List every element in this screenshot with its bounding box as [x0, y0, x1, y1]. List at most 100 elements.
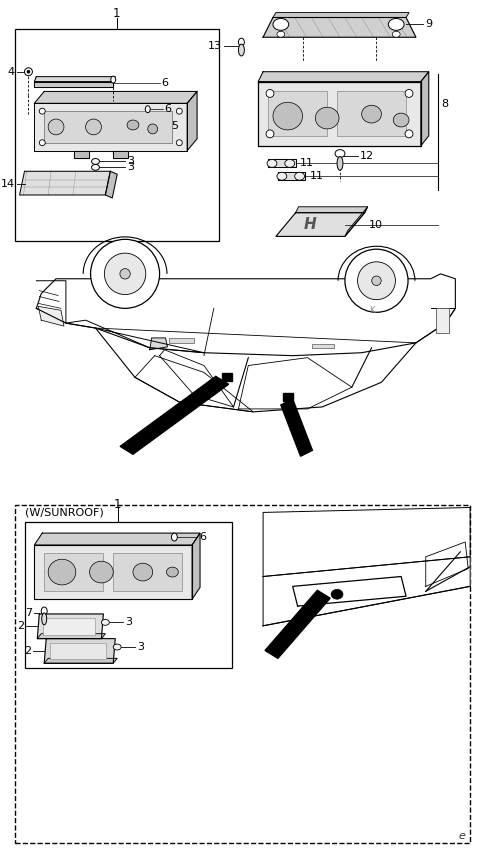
- Bar: [15, 505, 470, 843]
- Ellipse shape: [24, 68, 32, 75]
- Ellipse shape: [405, 89, 413, 97]
- Polygon shape: [20, 171, 110, 195]
- Text: H: H: [304, 217, 317, 232]
- Bar: [312, 344, 334, 348]
- Polygon shape: [35, 103, 187, 151]
- Ellipse shape: [393, 113, 409, 127]
- Ellipse shape: [39, 139, 45, 145]
- Polygon shape: [150, 338, 168, 350]
- Ellipse shape: [113, 644, 121, 650]
- Polygon shape: [263, 557, 470, 626]
- Text: 5: 5: [171, 121, 179, 131]
- Ellipse shape: [337, 157, 343, 171]
- Ellipse shape: [273, 102, 302, 130]
- Text: 6: 6: [199, 532, 206, 542]
- Polygon shape: [276, 213, 365, 236]
- Polygon shape: [268, 159, 296, 167]
- Ellipse shape: [335, 150, 345, 158]
- Bar: [50, 643, 107, 659]
- Polygon shape: [273, 13, 409, 17]
- Ellipse shape: [48, 559, 76, 585]
- Text: 1: 1: [113, 7, 120, 20]
- Ellipse shape: [104, 253, 146, 294]
- Polygon shape: [37, 614, 103, 638]
- Text: 9: 9: [425, 19, 432, 29]
- Bar: [113, 553, 182, 591]
- Text: 6: 6: [165, 104, 171, 114]
- Ellipse shape: [39, 108, 45, 114]
- Polygon shape: [258, 81, 421, 145]
- Ellipse shape: [42, 613, 47, 625]
- Text: 12: 12: [360, 151, 374, 160]
- Ellipse shape: [127, 120, 139, 130]
- Ellipse shape: [92, 165, 99, 171]
- Ellipse shape: [285, 159, 295, 167]
- Ellipse shape: [345, 249, 408, 313]
- Ellipse shape: [372, 276, 381, 286]
- Ellipse shape: [176, 139, 182, 145]
- Ellipse shape: [148, 124, 157, 134]
- Text: 6: 6: [162, 78, 168, 87]
- Ellipse shape: [41, 607, 47, 615]
- Ellipse shape: [91, 239, 159, 308]
- Polygon shape: [278, 172, 305, 180]
- Polygon shape: [258, 72, 429, 81]
- Polygon shape: [35, 77, 115, 81]
- Text: 3: 3: [137, 642, 144, 652]
- Bar: [268, 92, 327, 136]
- Polygon shape: [345, 207, 368, 236]
- Polygon shape: [105, 171, 117, 198]
- Bar: [436, 308, 449, 333]
- Ellipse shape: [85, 119, 101, 135]
- Polygon shape: [263, 17, 416, 37]
- Text: 4: 4: [8, 67, 15, 77]
- Ellipse shape: [266, 89, 274, 97]
- Text: 3: 3: [127, 162, 134, 172]
- Polygon shape: [36, 274, 456, 356]
- Ellipse shape: [171, 533, 177, 541]
- Ellipse shape: [405, 130, 413, 138]
- Polygon shape: [44, 638, 115, 663]
- Polygon shape: [281, 399, 312, 456]
- Ellipse shape: [48, 119, 64, 135]
- Ellipse shape: [120, 268, 130, 279]
- Ellipse shape: [167, 567, 178, 577]
- Text: 11: 11: [300, 158, 313, 168]
- Ellipse shape: [273, 18, 289, 30]
- Polygon shape: [44, 658, 117, 663]
- Text: 2: 2: [17, 621, 24, 631]
- Text: 3: 3: [127, 157, 134, 166]
- Polygon shape: [35, 545, 192, 599]
- Polygon shape: [38, 307, 64, 326]
- Ellipse shape: [27, 70, 30, 74]
- Text: 14: 14: [0, 179, 15, 189]
- Polygon shape: [113, 151, 128, 158]
- Text: 2: 2: [24, 646, 31, 656]
- Polygon shape: [74, 151, 89, 158]
- Polygon shape: [265, 591, 330, 658]
- Text: 1: 1: [114, 498, 121, 511]
- Ellipse shape: [111, 76, 116, 83]
- Text: e: e: [459, 830, 466, 841]
- Bar: [337, 92, 406, 136]
- Ellipse shape: [145, 106, 150, 113]
- Ellipse shape: [315, 107, 339, 129]
- Text: 11: 11: [310, 171, 324, 181]
- Ellipse shape: [133, 563, 153, 581]
- Ellipse shape: [358, 262, 396, 300]
- Polygon shape: [37, 634, 105, 638]
- Polygon shape: [283, 393, 293, 401]
- Polygon shape: [421, 72, 429, 145]
- Ellipse shape: [388, 18, 404, 30]
- Polygon shape: [296, 207, 368, 213]
- Text: (W/SUNROOF): (W/SUNROOF): [24, 507, 103, 517]
- Text: 3: 3: [125, 617, 132, 627]
- Ellipse shape: [176, 108, 182, 114]
- Text: 8: 8: [442, 99, 449, 109]
- Ellipse shape: [362, 106, 382, 123]
- Bar: [15, 29, 219, 242]
- Bar: [44, 111, 172, 143]
- Polygon shape: [222, 373, 231, 381]
- Ellipse shape: [267, 159, 277, 167]
- Polygon shape: [187, 92, 197, 151]
